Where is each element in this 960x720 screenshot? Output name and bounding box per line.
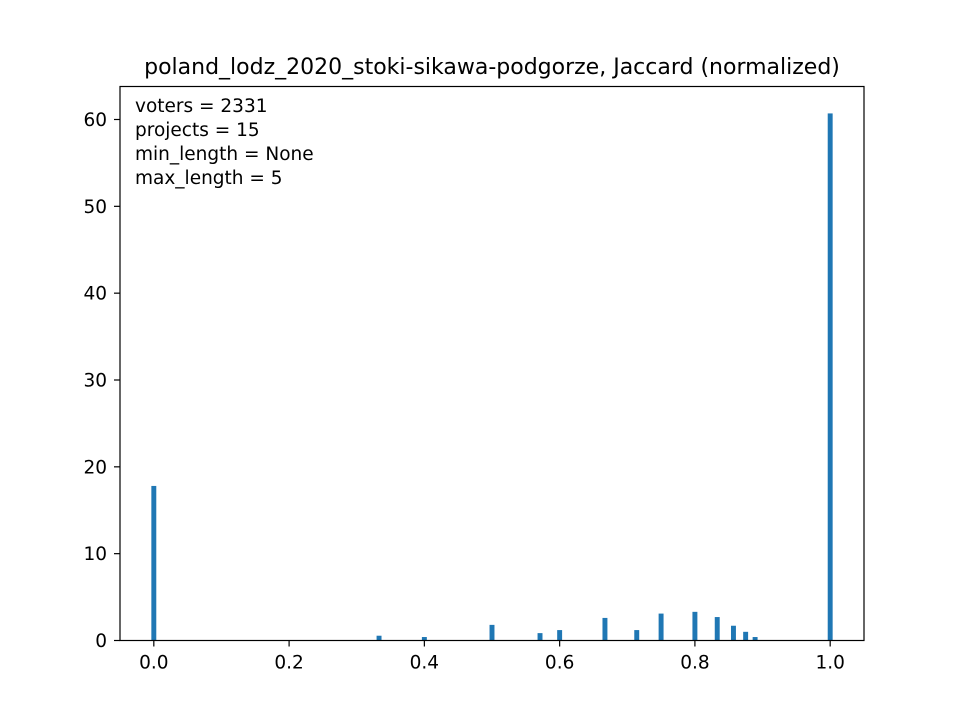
y-tick-label: 10	[83, 544, 107, 565]
annotation-line: min_length = None	[135, 144, 314, 165]
x-tick-label: 1.0	[815, 653, 844, 674]
bar-8	[602, 617, 608, 641]
bars-group	[151, 113, 833, 641]
bar-6	[537, 633, 543, 641]
bar-14	[743, 631, 749, 641]
x-tick-label: 0.6	[545, 653, 574, 674]
annotations-group: voters = 2331 projects = 15 min_length = N…	[135, 96, 314, 189]
y-tick-label: 40	[83, 284, 107, 305]
y-tick-label: 30	[83, 370, 107, 391]
chart-title: poland_lodz_2020_stoki-sikawa-podgorze, …	[144, 55, 840, 80]
x-tick-label: 0.2	[274, 653, 303, 674]
x-tick-label: 0.8	[680, 653, 709, 674]
bar-9	[634, 630, 640, 641]
annotation-line: projects = 15	[135, 120, 260, 141]
annotation-line: voters = 2331	[135, 96, 268, 117]
x-tick-label: 0.4	[410, 653, 439, 674]
y-tick-label: 50	[83, 197, 107, 218]
bar-5	[489, 624, 495, 641]
y-tick-label: 60	[83, 110, 107, 131]
x-tick-label: 0.0	[139, 653, 168, 674]
bar-13	[730, 625, 736, 641]
y-tick-label: 0	[95, 631, 107, 652]
bar-7	[557, 630, 563, 641]
plot-frame	[119, 85, 865, 642]
bar-11	[692, 611, 698, 641]
bar-10	[658, 613, 664, 641]
bar-16	[827, 113, 833, 641]
y-axis: 0 10 20 30 40 50 60	[83, 110, 120, 652]
x-axis: 0.0 0.2 0.4 0.6 0.8 1.0	[139, 640, 845, 674]
annotation-line: max_length = 5	[135, 168, 283, 189]
bar-0	[151, 485, 157, 641]
bar-3	[376, 635, 382, 641]
y-tick-label: 20	[83, 457, 107, 478]
bar-12	[714, 617, 720, 641]
bar-15	[752, 637, 758, 641]
bar-4	[421, 637, 427, 641]
